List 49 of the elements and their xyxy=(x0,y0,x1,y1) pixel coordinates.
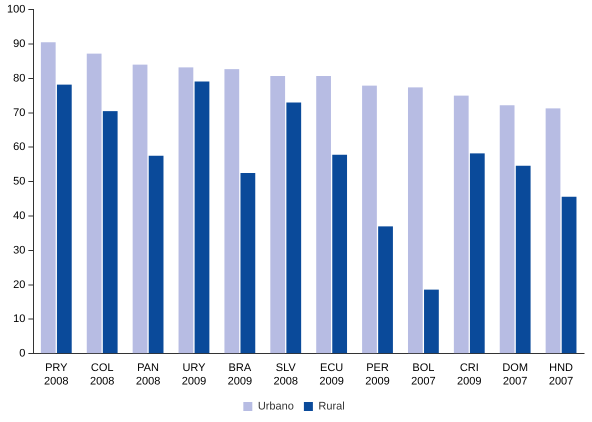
bar xyxy=(546,108,560,354)
bar xyxy=(86,54,102,354)
y-tick-label: 100 xyxy=(6,4,26,16)
x-tick-label: HND 2007 xyxy=(548,362,574,388)
bar xyxy=(362,86,377,354)
y-tick-label: 40 xyxy=(13,210,26,222)
bar xyxy=(194,81,210,354)
legend-label: Urbano xyxy=(258,400,294,413)
y-tick-label: 0 xyxy=(19,348,26,360)
bar xyxy=(408,87,423,354)
bar xyxy=(562,196,576,354)
y-tick-label: 20 xyxy=(13,278,26,291)
x-tick-label: COL 2008 xyxy=(90,362,114,388)
x-tick-label: DOM 2007 xyxy=(502,362,528,388)
x-tick-label: PRY 2008 xyxy=(44,362,69,388)
y-tick-label: 50 xyxy=(13,176,26,188)
bar xyxy=(516,166,531,354)
x-tick-label: CRI 2009 xyxy=(457,362,482,388)
legend-label: Rural xyxy=(318,400,345,413)
bar xyxy=(470,153,485,354)
y-tick-label: 60 xyxy=(13,141,26,154)
bar xyxy=(332,154,348,354)
bar xyxy=(178,67,194,354)
bar xyxy=(316,76,331,354)
x-tick-label: URY 2009 xyxy=(182,362,206,388)
bar xyxy=(286,102,302,354)
x-tick-label: ECU 2009 xyxy=(319,362,344,388)
bar xyxy=(102,111,118,354)
y-tick-label: 10 xyxy=(13,313,26,326)
y-tick-label: 80 xyxy=(13,72,26,84)
bar xyxy=(148,156,164,354)
bar xyxy=(500,105,515,354)
x-tick-label: SLV 2008 xyxy=(273,362,298,388)
x-tick-label: BOL 2007 xyxy=(411,362,436,388)
bar xyxy=(240,173,256,354)
bar xyxy=(454,96,469,354)
y-tick-label: 90 xyxy=(13,38,26,50)
bar xyxy=(132,64,148,354)
x-tick-label: BRA 2009 xyxy=(228,362,252,388)
x-tick-label: PAN 2008 xyxy=(136,362,160,388)
x-tick-label: PER 2009 xyxy=(365,362,390,388)
bar xyxy=(56,84,72,354)
bar xyxy=(40,42,56,354)
bar xyxy=(270,76,286,354)
y-tick-label: 30 xyxy=(13,244,26,256)
bar xyxy=(378,226,393,354)
bar xyxy=(224,69,240,354)
bar xyxy=(424,290,439,354)
y-tick-label: 70 xyxy=(13,106,26,119)
